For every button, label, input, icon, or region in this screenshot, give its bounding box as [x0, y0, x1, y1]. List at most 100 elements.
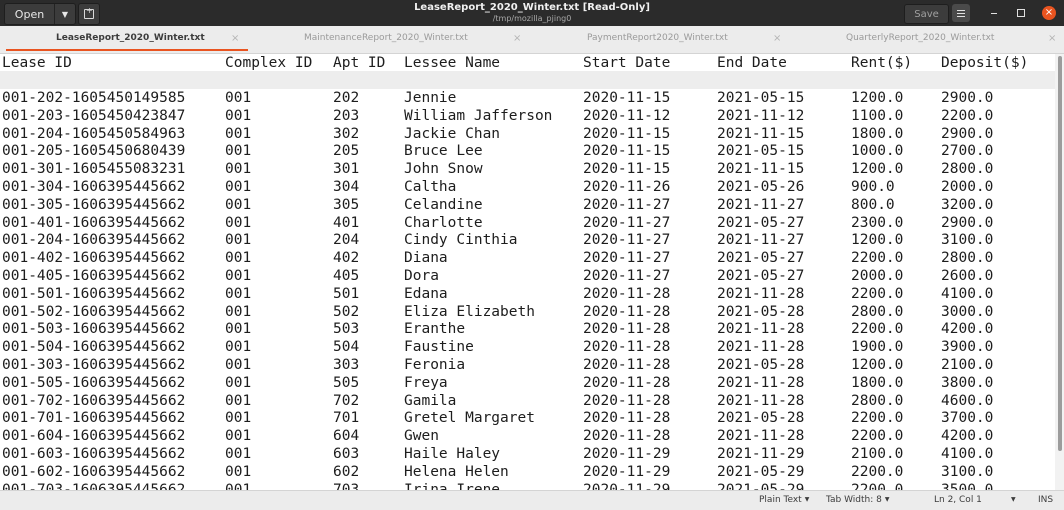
text-cell: 001-204-1605450584963 [2, 125, 186, 142]
text-cell: 001 [225, 357, 252, 373]
text-cell: 1200.0 [851, 90, 904, 106]
new-tab-button[interactable] [78, 3, 100, 25]
text-cell: 800.0 [851, 196, 895, 213]
tab-close-icon[interactable]: × [1048, 33, 1057, 44]
text-cell: 001 [225, 392, 252, 409]
text-cell: 001-703-1606395445662 [2, 481, 186, 490]
text-cell: 1200.0 [851, 232, 904, 249]
language-label[interactable]: Plain Text [759, 495, 802, 505]
text-cell: 001-301-1605455083231 [2, 161, 186, 178]
text-cell: 2100.0 [851, 446, 904, 462]
text-cell: 001 [225, 303, 252, 320]
column-header: End Date [717, 55, 787, 71]
text-cell: 2020-11-27 [583, 268, 671, 284]
text-cell: 2200.0 [851, 410, 904, 427]
tab-label[interactable]: MaintenanceReport_2020_Winter.txt [304, 33, 468, 43]
column-header: Start Date [583, 55, 671, 71]
text-cell: Jackie Chan [404, 125, 501, 142]
text-cell: 2020-11-29 [583, 481, 671, 490]
text-cell: Jennie [404, 90, 457, 106]
tab-width-label[interactable]: Tab Width: 8 [826, 495, 882, 505]
hamburger-menu-icon[interactable] [952, 4, 970, 22]
scrollbar-thumb[interactable] [1058, 56, 1062, 451]
chevron-down-icon[interactable]: ▼ [1011, 496, 1016, 503]
text-cell: 3800.0 [941, 374, 994, 391]
column-header: Deposit($) [941, 55, 1029, 71]
text-cell: 001 [225, 196, 252, 213]
text-cell: 701 [333, 410, 360, 427]
status-bar: Plain Text ▼ Tab Width: 8 ▼ Ln 2, Col 1 ▼ … [0, 490, 1064, 510]
text-cell: 001-202-1605450149585 [2, 90, 186, 106]
text-cell: 1000.0 [851, 143, 904, 160]
column-header: Lease ID [2, 55, 72, 71]
tab-label[interactable]: QuarterlyReport_2020_Winter.txt [846, 33, 995, 43]
text-cell: 2021-05-15 [717, 143, 805, 160]
save-button[interactable]: Save [904, 4, 949, 24]
text-cell: 603 [333, 446, 360, 462]
text-cell: 2800.0 [851, 392, 904, 409]
text-cell: 2020-11-28 [583, 357, 671, 373]
text-cell: 2200.0 [941, 107, 994, 124]
text-cell: 001-204-1606395445662 [2, 232, 186, 249]
text-cell: Gamila [404, 392, 457, 409]
text-cell: Faustine [404, 339, 474, 356]
text-cell: 001-305-1606395445662 [2, 196, 186, 213]
text-cell: Diana [404, 250, 448, 267]
text-cell: 702 [333, 392, 360, 409]
close-window-icon[interactable]: × [1042, 6, 1056, 20]
text-cell: 2021-05-29 [717, 481, 805, 490]
text-cell: Celandine [404, 196, 483, 213]
language-selector[interactable]: Plain Text ▼ [759, 495, 809, 505]
active-tab-indicator [6, 49, 248, 51]
tab-label[interactable]: LeaseReport_2020_Winter.txt [56, 33, 205, 43]
text-cell: Bruce Lee [404, 143, 483, 160]
cursor-position-label[interactable]: Ln 2, Col 1 [934, 495, 982, 505]
text-cell: 2021-05-29 [717, 463, 805, 480]
chevron-down-icon[interactable]: ▼ [884, 496, 890, 503]
maximize-icon[interactable] [1014, 6, 1028, 20]
tab-bar: LeaseReport_2020_Winter.txt × Maintenanc… [0, 26, 1064, 54]
minimize-icon[interactable] [988, 6, 1000, 20]
text-cell: 1800.0 [851, 125, 904, 142]
tab-close-icon[interactable]: × [513, 33, 522, 44]
tab-close-icon[interactable]: × [231, 33, 240, 44]
chevron-down-icon[interactable]: ▼ [804, 496, 810, 503]
text-cell: Gretel Margaret [404, 410, 535, 427]
text-cell: 2000.0 [941, 179, 994, 195]
text-cell: 302 [333, 125, 360, 142]
text-cell: 2020-11-15 [583, 125, 671, 142]
text-cell: 001-701-1606395445662 [2, 410, 186, 427]
text-cell: 001 [225, 321, 252, 338]
text-cell: 2020-11-12 [583, 107, 671, 124]
tab-close-icon[interactable]: × [773, 33, 782, 44]
vertical-scrollbar[interactable] [1055, 54, 1064, 490]
text-cell: 2200.0 [851, 428, 904, 445]
text-cell: Freya [404, 374, 448, 391]
text-cell: Dora [404, 268, 439, 284]
text-cell: 3200.0 [941, 196, 994, 213]
text-cell: 2020-11-29 [583, 463, 671, 480]
tab-label[interactable]: PaymentReport2020_Winter.txt [587, 33, 728, 43]
text-cell: 2200.0 [851, 481, 904, 490]
text-cell: 2020-11-28 [583, 410, 671, 427]
open-button[interactable]: Open ▼ [4, 3, 76, 25]
text-cell: 001-604-1606395445662 [2, 428, 186, 445]
cursor-position[interactable]: Ln 2, Col 1 [934, 495, 982, 505]
text-cell: 1200.0 [851, 161, 904, 178]
text-cell: 604 [333, 428, 360, 445]
text-cell: Cindy Cinthia [404, 232, 518, 249]
open-button-label[interactable]: Open [5, 4, 55, 24]
text-cell: 001 [225, 161, 252, 178]
text-cell: 001-304-1606395445662 [2, 179, 186, 195]
text-cell: 2800.0 [941, 250, 994, 267]
text-cell: 001 [225, 143, 252, 160]
column-header: Complex ID [225, 55, 313, 71]
chevron-down-icon[interactable]: ▼ [61, 9, 69, 19]
text-cell: 2021-11-27 [717, 232, 805, 249]
text-editor[interactable]: Lease ID Complex ID Apt ID Lessee Name S… [0, 54, 1055, 490]
text-cell: 2021-11-28 [717, 392, 805, 409]
tab-width-selector[interactable]: Tab Width: 8 ▼ [826, 495, 890, 505]
text-cell: 001 [225, 428, 252, 445]
text-cell: 1100.0 [851, 107, 904, 124]
text-cell: 2021-11-12 [717, 107, 805, 124]
